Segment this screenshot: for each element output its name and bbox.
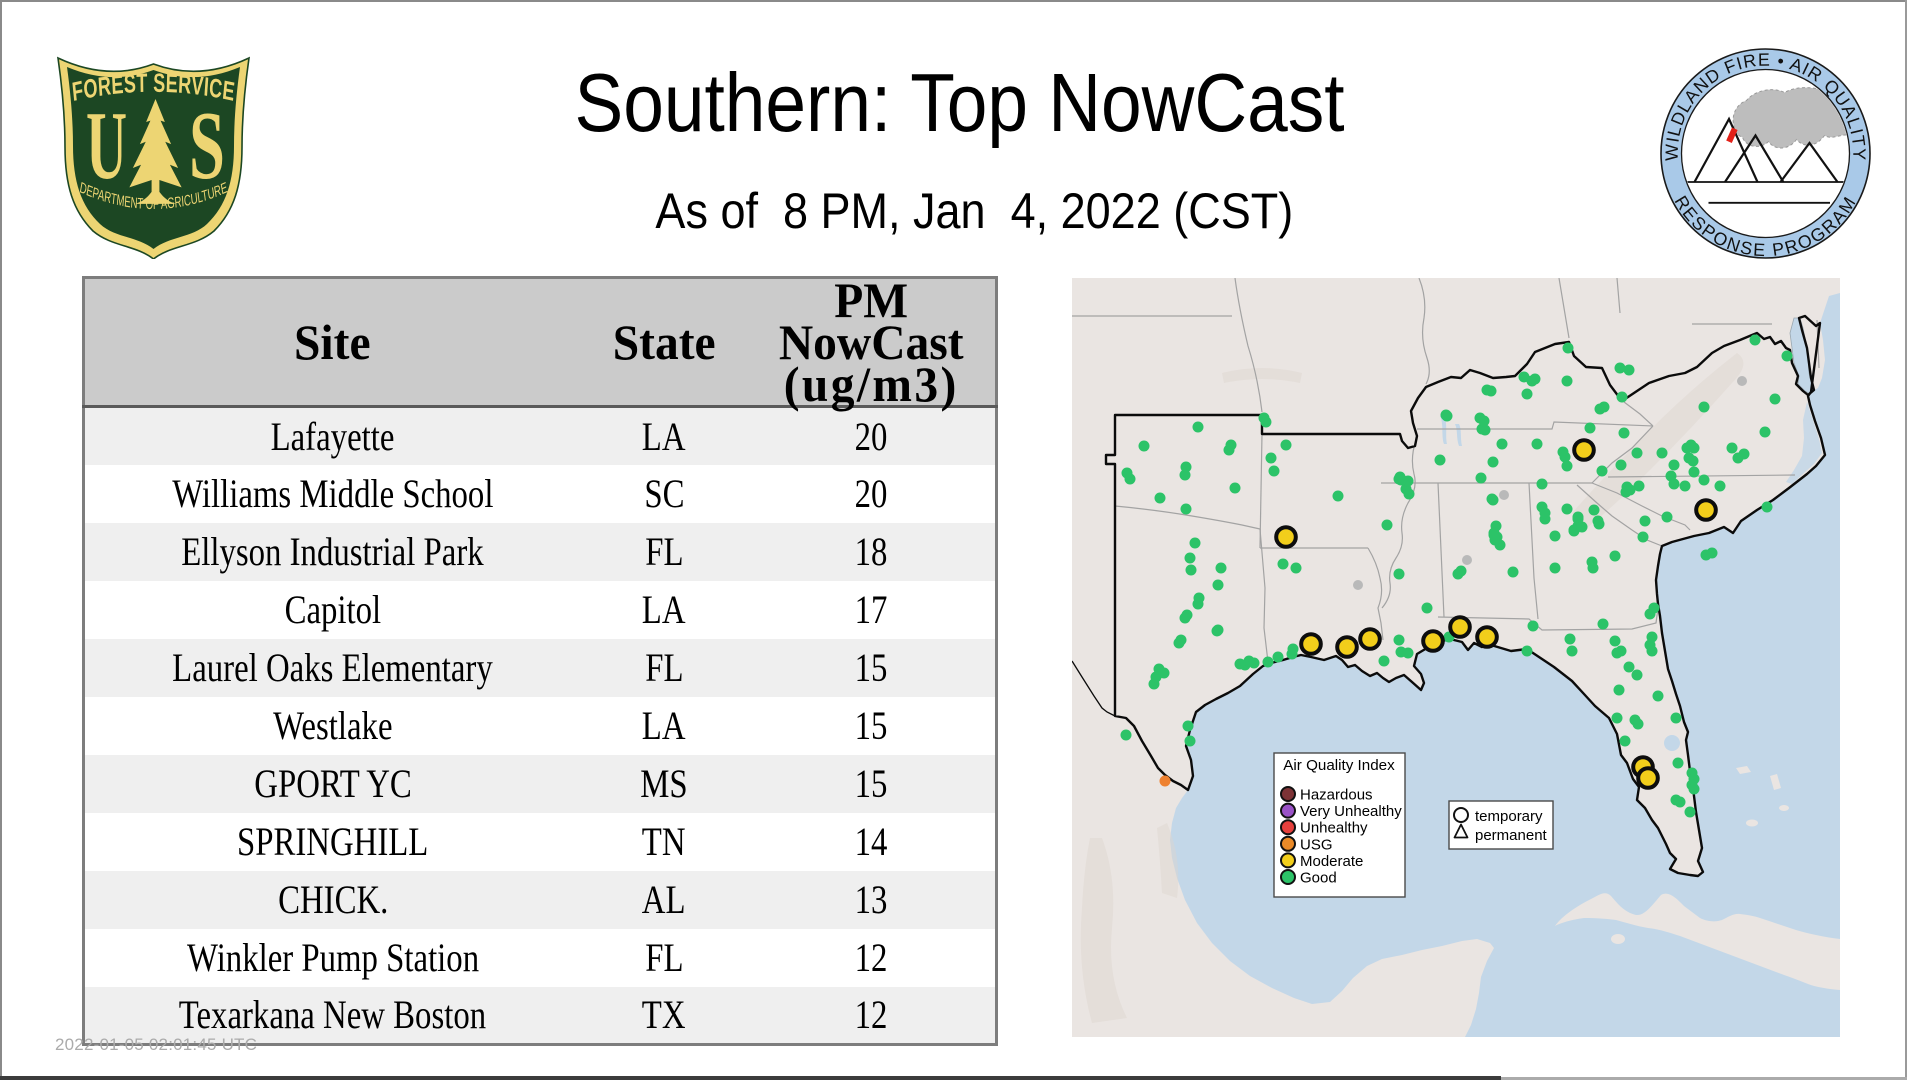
svg-text:U: U (86, 92, 127, 200)
svg-text:Air Quality Index: Air Quality Index (1283, 757, 1395, 774)
svg-text:Hazardous: Hazardous (1300, 787, 1373, 804)
svg-text:S: S (189, 91, 225, 200)
svg-text:permanent: permanent (1475, 827, 1548, 844)
svg-text:Unhealthy: Unhealthy (1300, 820, 1368, 837)
svg-text:temporary: temporary (1475, 808, 1543, 825)
svg-text:Moderate: Moderate (1300, 853, 1363, 870)
svg-text:Good: Good (1300, 870, 1337, 887)
svg-text:Very Unhealthy: Very Unhealthy (1300, 803, 1402, 820)
svg-text:USG: USG (1300, 836, 1333, 853)
